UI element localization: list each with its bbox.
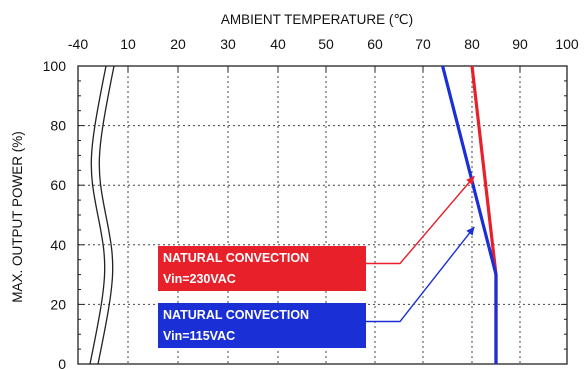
axis-break-line bbox=[89, 65, 107, 365]
y-tick-label: 80 bbox=[50, 118, 66, 134]
y-tick-label: 40 bbox=[50, 237, 66, 253]
y-tick-label: 60 bbox=[50, 177, 66, 193]
legend-arrowhead bbox=[466, 226, 475, 236]
x-tick-label: 10 bbox=[120, 36, 136, 52]
series-lines bbox=[441, 65, 498, 364]
plot-border bbox=[77, 65, 568, 365]
plot-frame bbox=[77, 65, 568, 365]
series-line-230vac bbox=[470, 65, 498, 364]
legend-item: NATURAL CONVECTION Vin=230VAC bbox=[158, 175, 475, 291]
legend-arrow bbox=[366, 226, 475, 323]
legend-box bbox=[158, 246, 366, 291]
x-tick-label: -40 bbox=[68, 36, 88, 52]
x-tick-label: 80 bbox=[464, 36, 480, 52]
x-tick-label: 40 bbox=[270, 36, 286, 52]
legend-arrowhead bbox=[466, 176, 475, 185]
axis-break-line bbox=[97, 65, 115, 365]
axis-break bbox=[89, 65, 115, 365]
tick-labels: -40 10 20 30 40 50 60 70 80 90 100 0 20 40 60 80 100 bbox=[43, 36, 579, 369]
legend-line-1: NATURAL CONVECTION bbox=[163, 251, 309, 265]
y-tick-label: 100 bbox=[43, 58, 67, 74]
x-tick-label: 70 bbox=[415, 36, 431, 52]
legend-arrow bbox=[366, 175, 475, 265]
x-tick-label: 60 bbox=[367, 36, 383, 52]
x-tick-label: 50 bbox=[318, 36, 334, 52]
legend-line-1: NATURAL CONVECTION bbox=[163, 308, 309, 322]
y-axis-title: MAX. OUTPUT POWER (%) bbox=[10, 131, 25, 303]
x-axis-title: AMBIENT TEMPERATURE (℃) bbox=[221, 12, 413, 27]
x-tick-label: 100 bbox=[555, 36, 579, 52]
legend-box bbox=[158, 303, 366, 348]
x-tick-label: 90 bbox=[512, 36, 528, 52]
y-tick-label: 0 bbox=[58, 356, 66, 369]
series-line-115vac bbox=[441, 65, 498, 364]
y-tick-label: 20 bbox=[50, 296, 66, 312]
x-tick-label: 20 bbox=[170, 36, 186, 52]
legend-line-2: Vin=230VAC bbox=[163, 272, 236, 286]
legend-line-2: Vin=115VAC bbox=[163, 329, 235, 343]
x-tick-label: 30 bbox=[220, 36, 236, 52]
legend-item: NATURAL CONVECTION Vin=115VAC bbox=[158, 226, 475, 348]
